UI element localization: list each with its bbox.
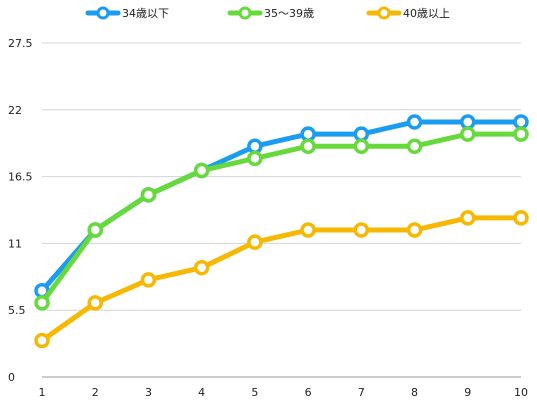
data-point bbox=[353, 138, 370, 154]
legend-marker bbox=[96, 6, 110, 20]
data-point bbox=[406, 138, 423, 154]
data-point bbox=[460, 114, 476, 130]
data-point bbox=[300, 138, 316, 154]
series-group bbox=[34, 114, 529, 349]
data-point bbox=[460, 126, 476, 142]
data-point bbox=[87, 222, 103, 238]
series-line bbox=[39, 215, 524, 344]
x-tick-label: 3 bbox=[145, 386, 152, 399]
data-point bbox=[460, 210, 476, 226]
series-line bbox=[39, 131, 524, 306]
x-tick-label: 6 bbox=[305, 386, 312, 399]
data-point bbox=[247, 138, 263, 154]
legend-label: 34歳以下 bbox=[122, 7, 169, 20]
legend-item: 34歳以下 bbox=[85, 6, 169, 20]
series-line bbox=[39, 119, 524, 294]
data-point bbox=[193, 259, 210, 276]
data-point bbox=[140, 272, 157, 288]
series-2 bbox=[34, 126, 529, 311]
x-tick-label: 5 bbox=[251, 386, 258, 399]
axes: 0 5.5 11 16.5 22 27.5 1 2 3 4 5 6 7 8 9 10 bbox=[8, 37, 528, 399]
data-point bbox=[87, 295, 103, 311]
data-point bbox=[247, 150, 263, 167]
legend-item: 35～39歳 bbox=[227, 6, 314, 20]
x-tick-label: 7 bbox=[358, 386, 365, 399]
x-tick-label: 2 bbox=[92, 386, 99, 399]
x-tick-label: 8 bbox=[411, 386, 418, 399]
data-point bbox=[406, 114, 423, 130]
x-tick-label: 4 bbox=[198, 386, 205, 399]
legend-item: 40歳以上 bbox=[366, 6, 450, 20]
y-tick-label: 11 bbox=[8, 237, 22, 250]
data-point bbox=[513, 114, 529, 130]
data-point bbox=[300, 126, 316, 142]
data-point bbox=[406, 222, 423, 238]
y-tick-label: 0 bbox=[8, 371, 15, 384]
y-tick-label: 22 bbox=[8, 104, 22, 117]
grid-lines bbox=[42, 42, 521, 378]
x-tick-label: 10 bbox=[514, 386, 528, 399]
data-point bbox=[193, 162, 210, 179]
series-1 bbox=[34, 114, 529, 299]
legend-marker bbox=[238, 6, 252, 20]
chart-legend: 34歳以下 35～39歳 40歳以上 bbox=[85, 6, 450, 20]
data-point bbox=[513, 210, 529, 226]
x-tick-label: 9 bbox=[464, 386, 471, 399]
data-point bbox=[247, 234, 263, 250]
data-point bbox=[513, 126, 529, 142]
data-point bbox=[34, 295, 50, 311]
y-tick-label: 16.5 bbox=[8, 171, 33, 184]
y-tick-label: 27.5 bbox=[8, 37, 33, 50]
data-point bbox=[353, 222, 370, 238]
legend-label: 35～39歳 bbox=[264, 7, 314, 20]
data-point bbox=[300, 222, 316, 238]
legend-label: 40歳以上 bbox=[403, 7, 450, 20]
data-point bbox=[34, 332, 50, 349]
x-tick-label: 1 bbox=[39, 386, 46, 399]
data-point bbox=[140, 187, 157, 203]
series-3 bbox=[34, 210, 529, 349]
data-point bbox=[353, 126, 370, 142]
legend-marker bbox=[377, 6, 391, 20]
y-tick-label: 5.5 bbox=[8, 304, 26, 317]
